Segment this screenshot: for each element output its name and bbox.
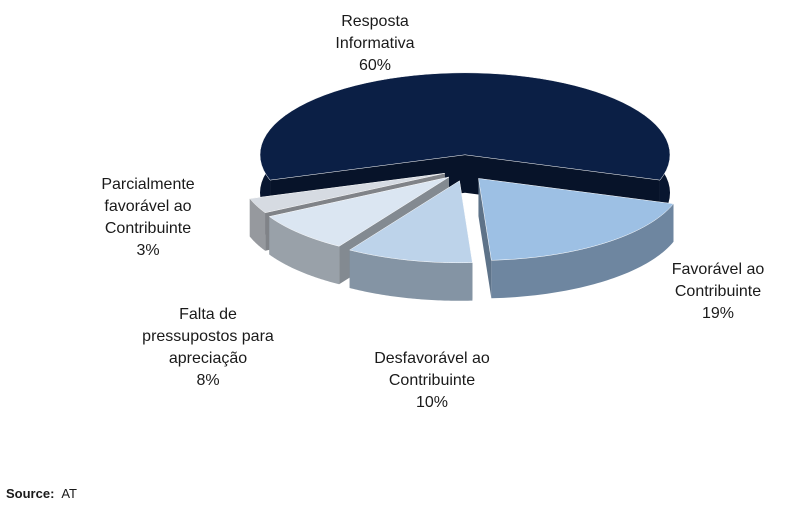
slice-label-line: Contribuinte (105, 220, 191, 237)
slice-label: Parcialmente favorável ao Contribuinte (101, 176, 194, 237)
slice-label-line: favorável ao (104, 198, 191, 215)
slice-label-line: Contribuinte (675, 283, 761, 300)
slice (249, 172, 445, 214)
slice-label-line: pressupostos para (142, 328, 274, 345)
value-label: 10% (416, 394, 448, 411)
slice-label-line: Resposta (341, 13, 409, 30)
slice-side (491, 203, 674, 299)
slice-label: Falta de pressupostos para apreciação (142, 306, 274, 367)
value-label: 8% (196, 372, 219, 389)
source-label: Source: (6, 486, 54, 501)
value-label: 3% (136, 242, 159, 259)
source-text: AT (61, 486, 77, 501)
source-note: Source: AT (6, 486, 77, 501)
pie (249, 72, 674, 301)
slice (349, 180, 473, 264)
slice-label-line: Desfavorável ao (374, 350, 490, 367)
slice-label-line: Parcialmente (101, 176, 194, 193)
slice (268, 176, 450, 247)
slice-side (269, 216, 340, 285)
slice (259, 72, 671, 181)
slice-wall (478, 178, 492, 299)
value-label: 60% (359, 57, 391, 74)
slice-label-line: Favorável ao (672, 261, 765, 278)
slice-label-line: Falta de (179, 306, 237, 323)
slice-label: Favorável ao Contribuinte (672, 261, 765, 300)
value-label: 19% (702, 305, 734, 322)
slice-label-line: apreciação (169, 350, 247, 367)
slice-label-line: Informativa (335, 35, 414, 52)
slice (478, 178, 674, 261)
slice-label: Resposta Informativa (335, 13, 414, 52)
slice-label-line: Contribuinte (389, 372, 475, 389)
slice-side (249, 198, 266, 251)
slice-label: Desfavorável ao Contribuinte (374, 350, 490, 389)
